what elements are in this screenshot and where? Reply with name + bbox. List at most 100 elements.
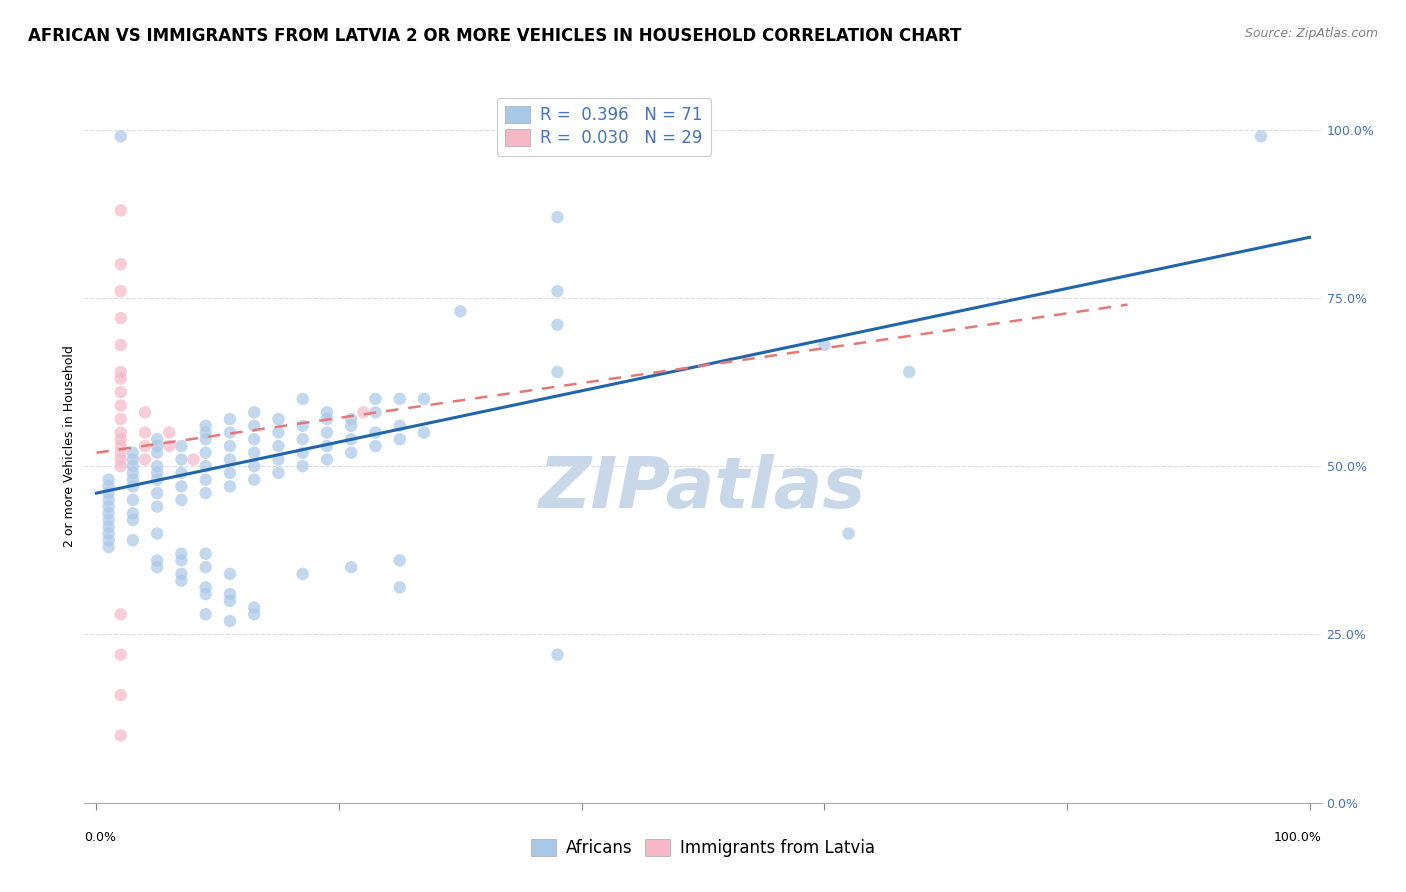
Point (388, 580, 411, 594)
Point (97, 540, 120, 554)
Point (122, 506, 145, 520)
Point (110, 432, 132, 446)
Point (291, 432, 314, 446)
Point (413, 392, 436, 406)
Point (340, 432, 363, 446)
Point (243, 432, 266, 446)
Point (110, 648, 132, 662)
Point (110, 338, 132, 352)
Point (97, 513, 120, 527)
Point (243, 446, 266, 460)
Point (316, 452, 339, 467)
Point (97, 500, 120, 514)
Point (170, 479, 193, 493)
Text: 100.0%: 100.0% (1274, 831, 1322, 845)
Point (316, 405, 339, 419)
Point (146, 486, 169, 500)
Point (267, 452, 290, 467)
Point (546, 648, 568, 662)
Point (219, 587, 242, 601)
Point (388, 392, 411, 406)
Point (122, 479, 145, 493)
Point (134, 452, 156, 467)
Point (183, 452, 205, 467)
Point (194, 459, 217, 474)
Point (546, 284, 568, 298)
Point (97, 526, 120, 541)
Point (364, 405, 387, 419)
Point (219, 439, 242, 453)
Point (546, 365, 568, 379)
Point (546, 210, 568, 224)
Point (146, 553, 169, 567)
Point (146, 500, 169, 514)
Point (110, 399, 132, 413)
Point (97, 479, 120, 493)
Point (194, 473, 217, 487)
Point (194, 446, 217, 460)
Point (194, 486, 217, 500)
Point (170, 439, 193, 453)
Point (170, 466, 193, 480)
Point (388, 418, 411, 433)
Point (194, 560, 217, 574)
Legend: Africans, Immigrants from Latvia: Africans, Immigrants from Latvia (522, 831, 884, 866)
Point (194, 418, 217, 433)
Point (340, 418, 363, 433)
Point (364, 425, 387, 440)
Point (291, 459, 314, 474)
Point (110, 607, 132, 622)
Point (110, 729, 132, 743)
Point (97, 473, 120, 487)
Point (267, 439, 290, 453)
Point (146, 560, 169, 574)
Point (146, 432, 169, 446)
Point (243, 600, 266, 615)
Point (110, 372, 132, 386)
Point (449, 304, 471, 318)
Point (110, 385, 132, 400)
Point (122, 513, 145, 527)
Point (194, 607, 217, 622)
Point (122, 473, 145, 487)
Point (97, 486, 120, 500)
Point (194, 432, 217, 446)
Point (110, 425, 132, 440)
Point (340, 446, 363, 460)
Point (364, 439, 387, 453)
Point (110, 459, 132, 474)
Point (146, 466, 169, 480)
Text: Source: ZipAtlas.com: Source: ZipAtlas.com (1244, 27, 1378, 40)
Point (134, 425, 156, 440)
Point (194, 587, 217, 601)
Point (194, 547, 217, 561)
Point (110, 284, 132, 298)
Point (291, 418, 314, 433)
Point (122, 533, 145, 548)
Point (219, 466, 242, 480)
Point (546, 318, 568, 332)
Point (243, 418, 266, 433)
Point (364, 392, 387, 406)
Point (243, 473, 266, 487)
Point (838, 526, 860, 541)
Point (146, 526, 169, 541)
Point (146, 473, 169, 487)
Point (291, 566, 314, 581)
Point (316, 425, 339, 440)
Point (170, 553, 193, 567)
Point (219, 614, 242, 628)
Point (219, 425, 242, 440)
Point (267, 466, 290, 480)
Point (243, 607, 266, 622)
Point (170, 492, 193, 507)
Point (267, 425, 290, 440)
Y-axis label: 2 or more Vehicles in Household: 2 or more Vehicles in Household (63, 345, 76, 547)
Point (219, 479, 242, 493)
Point (134, 405, 156, 419)
Point (122, 446, 145, 460)
Point (388, 553, 411, 567)
Point (146, 459, 169, 474)
Point (340, 560, 363, 574)
Point (97, 520, 120, 534)
